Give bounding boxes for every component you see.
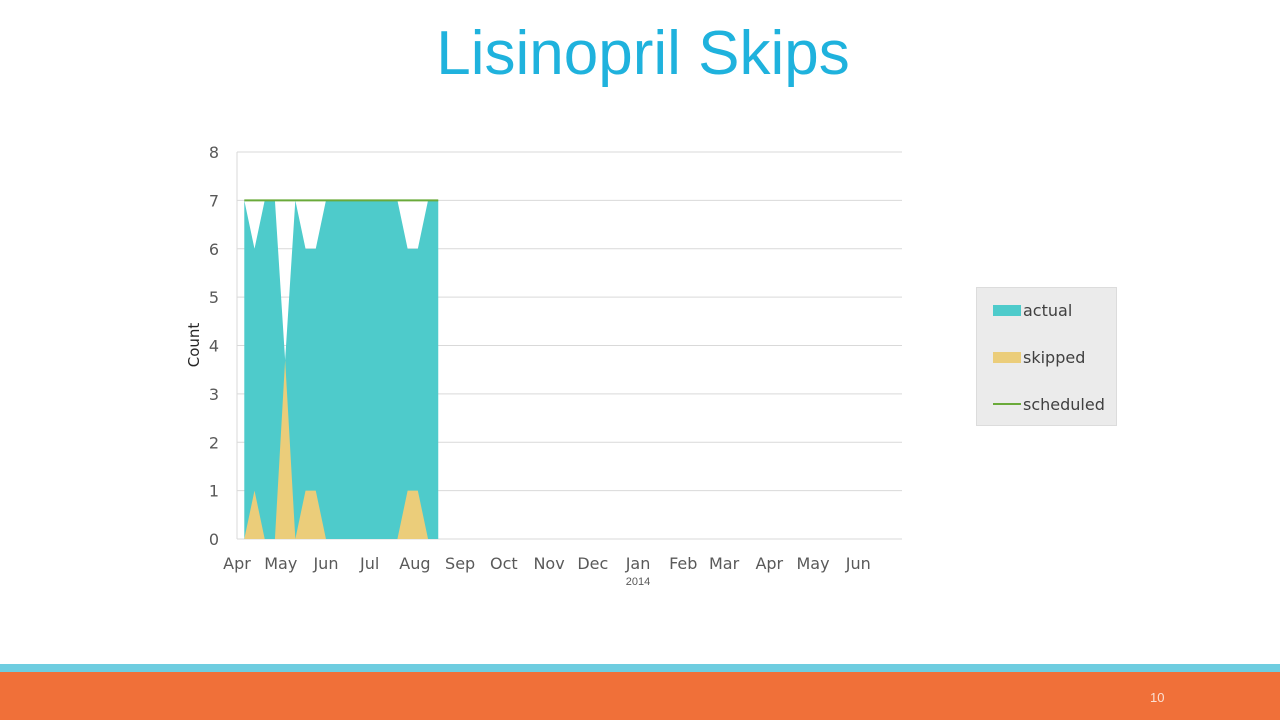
x-tick-label: Oct: [490, 554, 518, 573]
legend-item-scheduled: scheduled: [993, 393, 1105, 415]
y-axis-title: Count: [185, 323, 203, 368]
x-tick-label: Aug: [399, 554, 430, 573]
x-tick-label: Apr: [755, 554, 783, 573]
x-tick-label: Sep: [445, 554, 475, 573]
legend-label-skipped: skipped: [1023, 347, 1086, 367]
y-tick-label: 5: [209, 288, 219, 307]
slide-title: Lisinopril Skips: [436, 19, 850, 88]
x-tick-label: Jun: [845, 554, 871, 573]
x-tick-label: Jun: [312, 554, 338, 573]
legend-label-scheduled: scheduled: [1023, 394, 1105, 414]
x-tick-sublabel: 2014: [626, 576, 650, 588]
y-tick-label: 0: [209, 530, 219, 549]
y-tick-label: 1: [209, 482, 219, 501]
x-tick-label: Mar: [709, 554, 740, 573]
x-tick-label: Apr: [223, 554, 251, 573]
legend-item-actual: actual: [993, 299, 1072, 321]
x-tick-label: Jul: [359, 554, 379, 573]
legend-line-scheduled: [993, 403, 1021, 405]
x-tick-label: Jan: [625, 554, 651, 573]
y-tick-label: 7: [209, 191, 219, 210]
area-skipped: [244, 360, 439, 539]
footer-band: [0, 672, 1280, 720]
y-tick-label: 2: [209, 433, 219, 452]
y-tick-label: 8: [209, 143, 219, 162]
legend-swatch-skipped: [993, 351, 1021, 363]
x-tick-label: May: [797, 554, 830, 573]
legend-label-actual: actual: [1023, 300, 1073, 320]
x-tick-label: Dec: [577, 554, 608, 573]
x-tick-label: May: [264, 554, 297, 573]
area-actual: [244, 200, 439, 539]
y-tick-label: 4: [209, 337, 219, 356]
legend-swatch-actual: [993, 304, 1021, 316]
chart: 0 1 2 3 4 5 6 7 8 Apr May Jun Jul Aug Sep Oct Nov Dec Jan 2…: [185, 143, 902, 588]
footer-stripe: [0, 664, 1280, 672]
page-number: 10: [1150, 690, 1165, 705]
legend: actual skipped scheduled: [976, 287, 1117, 426]
y-tick-label: 6: [209, 240, 219, 259]
y-tick-label: 3: [209, 385, 219, 404]
x-tick-label: Feb: [669, 554, 697, 573]
legend-item-skipped: skipped: [993, 346, 1085, 368]
x-tick-label: Nov: [533, 554, 564, 573]
